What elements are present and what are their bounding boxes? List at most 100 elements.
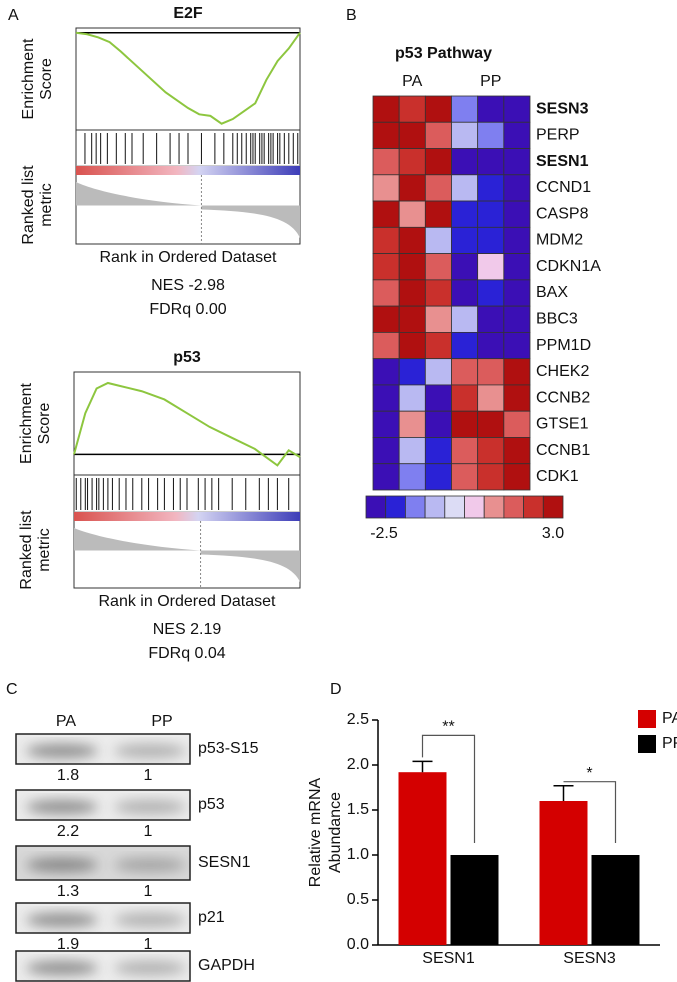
legend-label: PA [662, 710, 677, 727]
chart-title: p53 [173, 349, 201, 366]
x-tick-label: SESN1 [422, 950, 475, 967]
axis-label: Ranked list [18, 510, 35, 590]
heatmap-cell [372, 279, 400, 307]
heatmap-cell [372, 463, 400, 491]
heatmap-cell [424, 253, 452, 281]
chart-title: p53 Pathway [395, 45, 492, 62]
heatmap-cell [503, 279, 531, 307]
heatmap-cell [477, 384, 505, 412]
colorbar-cell [483, 495, 505, 519]
heatmap-cell [503, 95, 531, 123]
heatmap-cell [451, 384, 479, 412]
heatmap-cell [477, 148, 505, 176]
row-label: CCNB2 [536, 389, 590, 406]
row-label: CASP8 [536, 205, 589, 222]
column-group: PA [402, 73, 422, 90]
axis-label: Abundance [327, 792, 344, 873]
heatmap-cell [451, 174, 479, 202]
heatmap-cell [451, 226, 479, 254]
heatmap-cell [424, 148, 452, 176]
bar [450, 855, 499, 945]
colorbar-cell [464, 495, 485, 519]
blot-band [26, 961, 98, 975]
heatmap-cell [424, 95, 452, 123]
blot-band [114, 961, 186, 975]
heatmap-cell [503, 148, 531, 176]
axis-label: Enrichment [20, 38, 37, 119]
significance-bracket [563, 781, 617, 843]
panel-label: C [6, 681, 18, 698]
y-tick-label: 2.0 [347, 756, 369, 773]
heatmap-cell [503, 305, 531, 333]
heatmap-cell [451, 279, 479, 307]
heatmap-cell [477, 279, 505, 307]
heatmap-cell [503, 410, 531, 438]
annotation: NES -2.98 [151, 277, 225, 294]
axis-label: metric [38, 183, 55, 227]
row-label: CCNB1 [536, 442, 590, 459]
ranked-metric [74, 528, 300, 582]
y-tick-label: 0.0 [347, 936, 369, 953]
heatmap-cell [398, 279, 426, 307]
legend-swatch [638, 710, 656, 728]
heatmap-cell [477, 305, 505, 333]
row-label: CDK1 [536, 468, 579, 485]
blot-row-label: SESN1 [198, 854, 251, 871]
heatmap-cell [451, 95, 479, 123]
error-bar [412, 760, 433, 773]
blot-quant: 1.3 [57, 883, 79, 900]
blot-quant: 1 [144, 823, 153, 840]
blot-band [26, 913, 98, 927]
x-axis-label: Rank in Ordered Dataset [100, 249, 278, 266]
axis-label: Ranked list [20, 165, 37, 245]
heatmap-cell [477, 437, 505, 465]
heatmap-cell [477, 410, 505, 438]
heatmap-cell [477, 200, 505, 228]
row-label: CHEK2 [536, 363, 589, 380]
heatmap-cell [503, 253, 531, 281]
heatmap-cell [451, 121, 479, 149]
blot-row-label: p53-S15 [198, 740, 259, 757]
row-label: CDKN1A [536, 258, 601, 275]
y-tick-label: 2.5 [347, 711, 369, 728]
panel-label: A [8, 7, 19, 24]
lane-label: PP [151, 713, 172, 730]
axis-label: Score [38, 58, 55, 100]
row-label: BAX [536, 284, 568, 301]
heatmap-cell [398, 437, 426, 465]
column-group: PP [480, 73, 501, 90]
annotation: NES 2.19 [153, 621, 222, 638]
y-tick-label: 1.0 [347, 846, 369, 863]
lane-label: PA [56, 713, 76, 730]
y-tick-label: 0.5 [347, 891, 369, 908]
colorbar-cell [542, 495, 564, 519]
blot-band [114, 858, 186, 872]
heatmap-cell [372, 410, 400, 438]
plot-frame [73, 371, 301, 589]
row-label: PERP [536, 127, 580, 144]
heatmap-cell [372, 174, 400, 202]
legend-label: PP [662, 735, 677, 752]
heatmap-cell [503, 226, 531, 254]
x-tick-label: SESN3 [563, 950, 616, 967]
rank-colorbar [76, 166, 300, 175]
panel-label: D [330, 681, 342, 698]
heatmap-cell [451, 253, 479, 281]
heatmap-cell [477, 463, 505, 491]
heatmap-cell [398, 253, 426, 281]
heatmap-cell [424, 384, 452, 412]
heatmap-cell [477, 226, 505, 254]
row-label: SESN1 [536, 153, 589, 170]
heatmap-cell [503, 384, 531, 412]
significance-bracket [421, 734, 476, 843]
blot-band [114, 913, 186, 927]
blot-quant: 2.2 [57, 823, 79, 840]
legend-swatch [638, 735, 656, 753]
heatmap-cell [372, 226, 400, 254]
significance: * [586, 765, 592, 782]
annotation: FDRq 0.04 [148, 645, 225, 662]
plot-frame [75, 27, 301, 245]
heatmap-cell [398, 331, 426, 360]
heatmap-cell [398, 121, 426, 149]
heatmap-cell [503, 331, 531, 360]
